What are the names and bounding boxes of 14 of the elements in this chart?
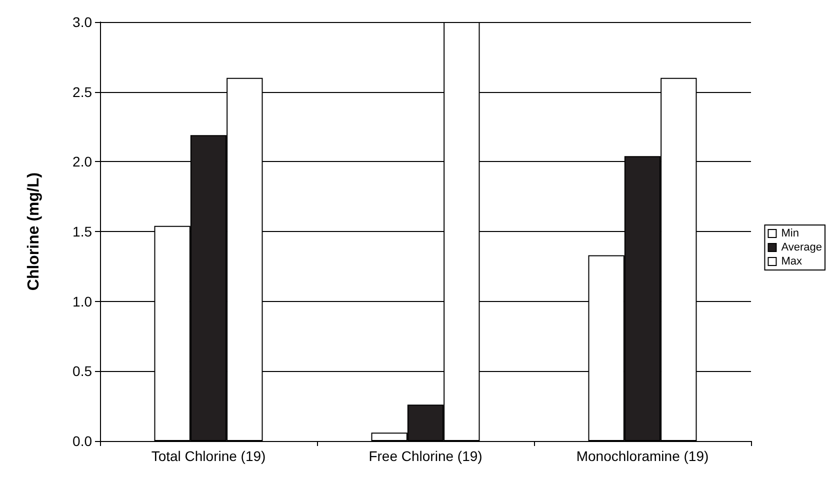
y-tick-label: 2.0 <box>72 154 92 170</box>
y-axis-title: Chlorine (mg/L) <box>26 172 42 291</box>
y-tick-label: 0.0 <box>72 433 92 449</box>
x-tick-label: Monochloramine (19) <box>576 448 709 464</box>
y-tick-label: 1.0 <box>72 293 92 310</box>
x-tick-label: Total Chlorine (19) <box>151 448 266 464</box>
x-tick-label: Free Chlorine (19) <box>368 448 482 464</box>
legend-label: Max <box>781 256 803 268</box>
y-tick-label: 2.5 <box>72 84 92 100</box>
legend-label: Min <box>781 228 799 240</box>
y-tick-label: 3.0 <box>72 14 92 30</box>
legend-label: Average <box>781 242 822 254</box>
y-tick-label: 1.5 <box>72 224 92 240</box>
y-tick-label: 0.5 <box>72 363 92 380</box>
